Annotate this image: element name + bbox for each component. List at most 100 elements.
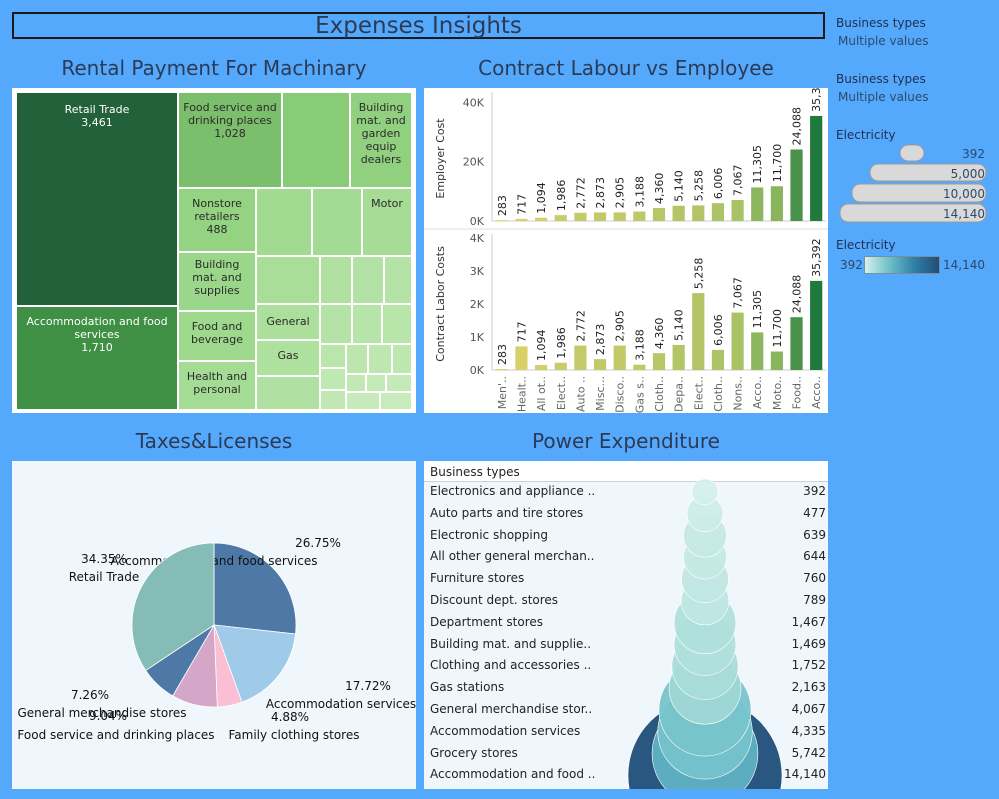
contract-labor-bar[interactable] xyxy=(672,344,685,370)
treemap-cell-accommodation-food[interactable]: Accommodation and food services 1,710 xyxy=(16,306,178,410)
contract-labor-bar[interactable] xyxy=(495,369,508,371)
employer-cost-data-label: 1,094 xyxy=(535,182,548,214)
filter-value[interactable]: Multiple values xyxy=(838,90,929,104)
power-row-name: Furniture stores xyxy=(430,571,525,586)
power-row-value: 5,742 xyxy=(791,745,826,760)
size-legend-mark xyxy=(869,163,987,182)
size-legend-title: Electricity xyxy=(836,128,896,142)
employer-cost-bar[interactable] xyxy=(652,208,666,221)
filter-value[interactable]: Multiple values xyxy=(838,34,929,48)
employer-cost-bar[interactable] xyxy=(495,220,508,222)
contract-labor-bar[interactable] xyxy=(711,349,725,370)
employer-cost-bar[interactable] xyxy=(613,212,626,221)
employer-cost-data-label: 5,258 xyxy=(692,170,705,202)
employer-cost-bar[interactable] xyxy=(554,215,567,221)
pie-slice[interactable] xyxy=(213,624,296,703)
color-legend-ramp xyxy=(864,256,940,274)
color-legend: Electricity xyxy=(836,238,896,252)
treemap-cell[interactable] xyxy=(384,256,412,304)
employer-cost-bar[interactable] xyxy=(515,218,528,221)
contract-labor-bar[interactable] xyxy=(731,312,744,370)
y-tick-label-bottom: 1K xyxy=(470,331,485,344)
treemap-cell-general[interactable]: General xyxy=(256,304,320,340)
treemap-cell[interactable] xyxy=(256,188,312,256)
treemap-cell[interactable] xyxy=(346,374,366,392)
treemap-cell[interactable] xyxy=(380,392,412,410)
treemap-cell[interactable] xyxy=(256,376,320,410)
treemap-cell[interactable] xyxy=(352,304,382,344)
employer-cost-bar[interactable] xyxy=(711,203,725,221)
power-bubble-chart xyxy=(627,478,783,789)
x-tick-label: Cloth.. xyxy=(653,376,666,412)
treemap-label: Health and personal xyxy=(186,370,248,396)
pie-pct-label: 26.75% xyxy=(295,536,341,550)
contract-labor-bar[interactable] xyxy=(751,332,764,370)
contract-labor-bar[interactable] xyxy=(790,317,803,370)
treemap-cell-retail-trade[interactable]: Retail Trade 3,461 xyxy=(16,92,178,306)
contract-labor-bar[interactable] xyxy=(810,280,823,370)
taxes-title: Taxes&Licenses xyxy=(135,429,293,453)
employer-cost-bar[interactable] xyxy=(633,211,646,221)
color-legend-title: Electricity xyxy=(836,238,896,252)
contract-labor-bar[interactable] xyxy=(692,293,705,370)
employer-cost-bar[interactable] xyxy=(692,205,705,221)
treemap-cell[interactable] xyxy=(320,344,346,368)
pie-slice[interactable] xyxy=(213,542,297,635)
x-tick-label: Depa.. xyxy=(673,376,686,412)
employer-cost-bar[interactable] xyxy=(731,200,744,221)
treemap-cell[interactable] xyxy=(282,92,350,188)
treemap-cell[interactable] xyxy=(346,392,380,410)
contract-labor-bar[interactable] xyxy=(633,364,646,370)
treemap-cell[interactable] xyxy=(368,344,392,374)
contract-labor-bar[interactable] xyxy=(613,345,626,370)
employer-cost-bar[interactable] xyxy=(790,149,803,221)
contract-labor-bar[interactable] xyxy=(574,345,587,370)
treemap-cell[interactable] xyxy=(320,256,352,304)
contract-labor-bar[interactable] xyxy=(770,351,783,370)
treemap-cell-nonstore[interactable]: Nonstore retailers 488 xyxy=(178,188,256,252)
treemap-cell-health-personal[interactable]: Health and personal xyxy=(178,361,256,410)
treemap-cell[interactable] xyxy=(382,304,412,344)
treemap-cell[interactable] xyxy=(320,368,346,390)
treemap-cell-building-supplies[interactable]: Building mat. and supplies xyxy=(178,252,256,311)
contract-labor-bar[interactable] xyxy=(554,362,567,370)
power-panel: Business types Electronics and appliance… xyxy=(424,461,828,789)
treemap-cell[interactable] xyxy=(320,304,352,344)
power-title: Power Expenditure xyxy=(532,429,720,453)
pie-name-label: Accommodation services xyxy=(266,697,416,711)
employer-cost-bar[interactable] xyxy=(810,115,823,221)
size-legend-mark xyxy=(899,144,925,162)
treemap-cell-building-garden[interactable]: Building mat. and garden equip dealers xyxy=(350,92,412,188)
employer-cost-bar[interactable] xyxy=(770,186,783,221)
employer-cost-bar[interactable] xyxy=(593,212,607,221)
treemap-cell[interactable] xyxy=(320,390,346,410)
treemap-cell-food-service[interactable]: Food service and drinking places 1,028 xyxy=(178,92,282,188)
treemap-cell[interactable] xyxy=(312,188,362,256)
treemap-cell[interactable] xyxy=(256,256,320,304)
contract-labor-bar[interactable] xyxy=(515,346,528,370)
pie-slice[interactable] xyxy=(131,542,215,672)
treemap-cell-gas[interactable]: Gas xyxy=(256,340,320,376)
contract-labor-bar[interactable] xyxy=(535,365,548,370)
filter-business-types-1[interactable]: Business types Multiple values xyxy=(836,16,929,48)
contract-bar-chart: 0K 20K 40K 0K 1K 2K 3K 4K Employer Cost Contract … xyxy=(424,73,828,413)
treemap-cell-motor[interactable]: Motor xyxy=(362,188,412,256)
contract-labor-bar[interactable] xyxy=(593,359,607,370)
contract-labor-bar[interactable] xyxy=(652,353,666,370)
treemap-cell[interactable] xyxy=(352,256,384,304)
x-tick-label: Disco.. xyxy=(614,376,627,413)
y-tick-label-bottom: 2K xyxy=(470,298,485,311)
x-tick-label: Elect.. xyxy=(692,376,705,410)
employer-cost-bar[interactable] xyxy=(535,217,548,221)
treemap-cell[interactable] xyxy=(392,344,412,374)
treemap-cell[interactable] xyxy=(346,344,368,374)
treemap-cell[interactable] xyxy=(366,374,386,392)
power-bubble[interactable] xyxy=(691,478,719,506)
employer-cost-bar[interactable] xyxy=(574,212,587,221)
employer-cost-bar[interactable] xyxy=(672,205,685,221)
filter-business-types-2[interactable]: Business types Multiple values xyxy=(836,72,929,104)
treemap-cell-food-beverage[interactable]: Food and beverage xyxy=(178,311,256,361)
employer-cost-bar[interactable] xyxy=(751,187,764,221)
treemap-cell[interactable] xyxy=(386,374,412,392)
power-row-value: 760 xyxy=(803,571,826,586)
